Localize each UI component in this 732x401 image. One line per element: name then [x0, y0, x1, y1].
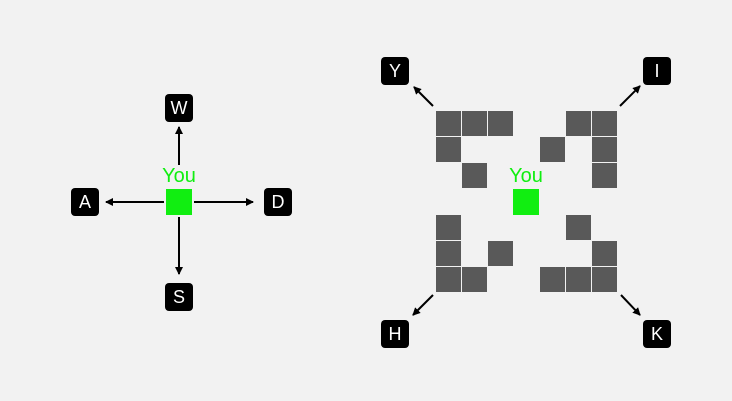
wall-cell: [436, 137, 461, 162]
wall-cell: [436, 241, 461, 266]
key-d[interactable]: D: [264, 188, 292, 216]
wall-cell: [462, 111, 487, 136]
wall-cell: [436, 267, 461, 292]
key-h[interactable]: H: [381, 320, 409, 348]
wall-cell: [592, 163, 617, 188]
key-k[interactable]: K: [643, 320, 671, 348]
arrow-down-right-icon: [620, 294, 641, 316]
key-a[interactable]: A: [71, 188, 99, 216]
player-avatar: [513, 189, 539, 215]
key-y[interactable]: Y: [381, 57, 409, 85]
wall-cell: [436, 215, 461, 240]
player-label: You: [162, 165, 196, 187]
wall-cell: [540, 267, 565, 292]
arrow-up-left-icon: [413, 86, 434, 107]
wall-cell: [592, 137, 617, 162]
arrow-down-left-icon: [412, 294, 434, 316]
wall-cell: [488, 111, 513, 136]
wall-cell: [462, 163, 487, 188]
wall-cell: [488, 241, 513, 266]
wall-cell: [592, 267, 617, 292]
wall-cell: [436, 111, 461, 136]
key-s[interactable]: S: [165, 283, 193, 311]
key-w[interactable]: W: [165, 94, 193, 122]
wall-cell: [540, 137, 565, 162]
wall-cell: [566, 111, 591, 136]
key-i[interactable]: I: [643, 57, 671, 85]
arrow-up-right-icon: [619, 85, 641, 107]
wall-cell: [592, 111, 617, 136]
wall-cell: [566, 215, 591, 240]
wall-cell: [566, 267, 591, 292]
wall-cell: [592, 241, 617, 266]
wall-cell: [462, 267, 487, 292]
player-avatar: [166, 189, 192, 215]
player-label: You: [509, 165, 543, 187]
